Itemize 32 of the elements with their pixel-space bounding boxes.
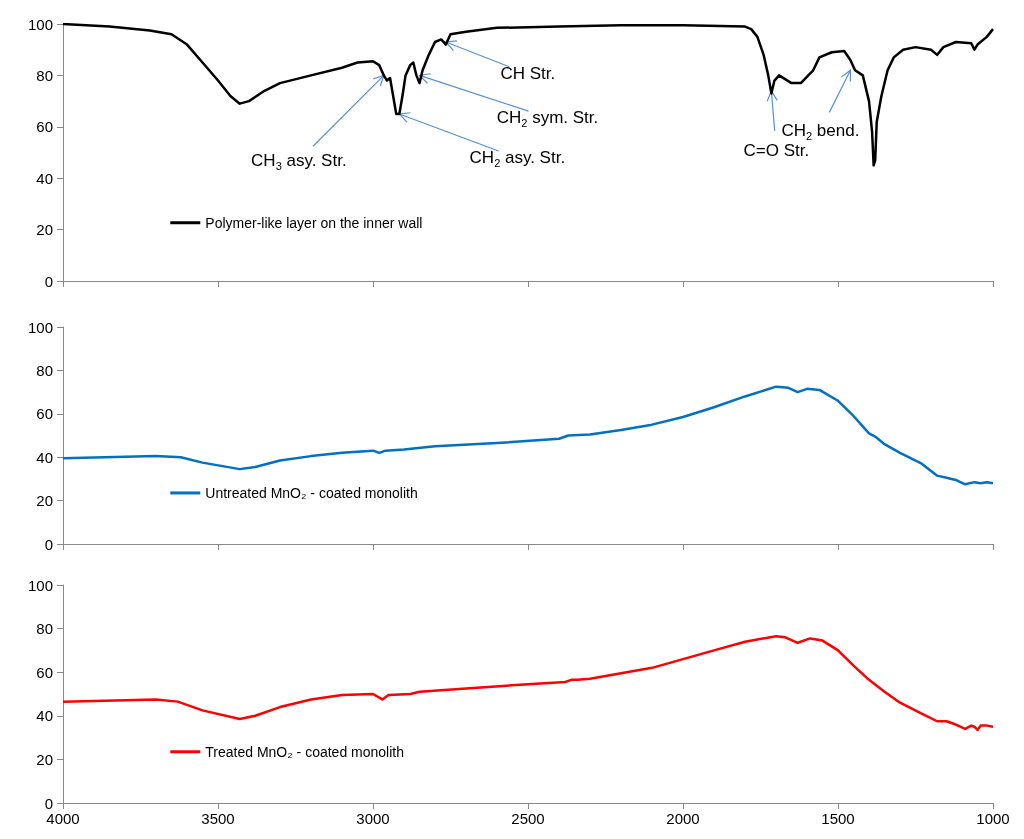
legend-label: Treated MnO₂ - coated monolith — [205, 743, 404, 760]
x-tick-label: 2000 — [666, 810, 700, 827]
x-tick-label: 4000 — [46, 810, 80, 827]
y-tick-label: 60 — [36, 405, 53, 423]
x-tick-label: 1000 — [976, 810, 1010, 827]
y-tick-label: 100 — [27, 318, 53, 336]
x-tick-label: 3000 — [356, 810, 390, 827]
y-tick-label: 40 — [36, 169, 53, 187]
y-tick-label: 80 — [36, 361, 53, 379]
y-tick-label: 100 — [27, 15, 53, 33]
y-tick-label: 20 — [36, 492, 53, 510]
y-tick-label: 80 — [36, 620, 53, 638]
annotation: C=O Str. — [743, 141, 810, 161]
y-tick-label: 20 — [36, 750, 53, 768]
y-tick-label: 0 — [44, 794, 53, 812]
y-tick-label: 40 — [36, 707, 53, 725]
y-tick-label: 0 — [44, 272, 53, 290]
annotation: CH Str. — [500, 64, 556, 84]
y-tick-label: 20 — [36, 221, 53, 239]
y-tick-label: 60 — [36, 118, 53, 136]
y-tick-label: 60 — [36, 663, 53, 681]
line-series — [61, 385, 995, 486]
x-tick-label: 1500 — [821, 810, 855, 827]
x-tick-label: 3500 — [201, 810, 235, 827]
y-tick-label: 0 — [44, 535, 53, 553]
line-series — [61, 634, 995, 732]
legend-label: Polymer-like layer on the inner wall — [205, 214, 423, 231]
legend-label: Untreated MnO₂ - coated monolith — [205, 484, 418, 501]
y-tick-label: 80 — [36, 66, 53, 84]
y-tick-label: 100 — [27, 576, 53, 594]
x-tick-label: 2500 — [511, 810, 545, 827]
y-tick-label: 40 — [36, 448, 53, 466]
